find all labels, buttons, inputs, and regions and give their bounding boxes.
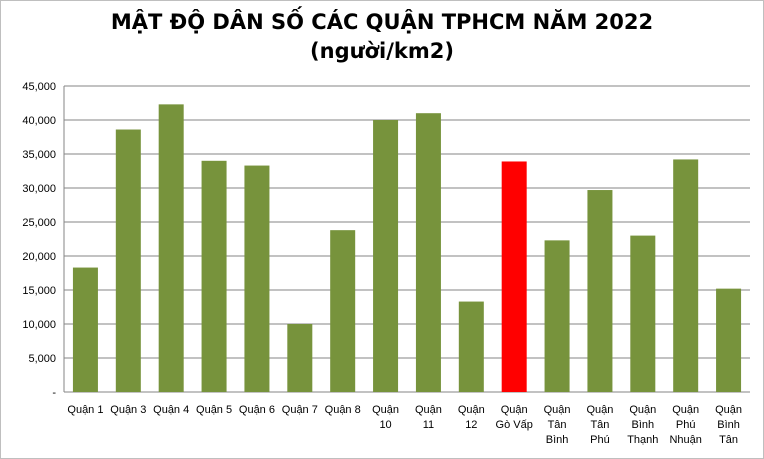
x-tick-label: Quận Gò Vấp	[496, 404, 533, 431]
x-tick-label: Quận 6	[239, 404, 275, 416]
bar	[201, 160, 227, 392]
y-tick-label: 20,000	[22, 251, 56, 263]
chart-subtitle: (người/km2)	[310, 39, 454, 63]
bar	[415, 113, 441, 392]
x-tick-label-line: Phú	[590, 434, 610, 446]
bar	[115, 129, 141, 392]
x-tick-label-line: Quận	[586, 404, 613, 416]
x-tick-label-line: Quận	[501, 404, 528, 416]
x-tick-label-line: 12	[465, 419, 477, 431]
x-tick-label-line: Quận 5	[196, 404, 232, 416]
x-tick-label-line: 10	[379, 419, 391, 431]
y-tick-label: 40,000	[22, 115, 56, 127]
x-tick-label-line: Quận 6	[239, 404, 275, 416]
x-tick-label: Quận 3	[110, 404, 146, 416]
x-tick-label-line: Bình	[546, 434, 569, 446]
x-tick-label-line: Quận	[715, 404, 742, 416]
x-tick-label-line: Nhuận	[669, 434, 701, 446]
x-tick-label: Quận 11	[415, 404, 442, 431]
x-tick-label-line: Quận 1	[67, 404, 103, 416]
x-tick-label: Quận 7	[282, 404, 318, 416]
x-tick-label: Quận Phú Nhuận	[669, 404, 701, 446]
x-tick-label: Quận 12	[458, 404, 485, 431]
x-tick-label: Quận 8	[325, 404, 361, 416]
bar	[501, 161, 527, 392]
x-tick-label: Quận Tân Bình	[544, 404, 571, 446]
y-tick-label: 30,000	[22, 183, 56, 195]
y-tick-label: 35,000	[22, 149, 56, 161]
x-tick-label-line: Quận	[544, 404, 571, 416]
x-tick-label-line: Bình	[631, 419, 654, 431]
x-tick-label-line: Gò Vấp	[496, 419, 533, 431]
y-tick-label: 25,000	[22, 217, 56, 229]
x-tick-label-line: Tân	[719, 434, 738, 446]
bar	[330, 230, 356, 392]
bar	[716, 288, 742, 392]
y-tick-label: 15,000	[22, 285, 56, 297]
bar	[72, 267, 98, 392]
x-tick-label-line: Quận 8	[325, 404, 361, 416]
x-tick-label: Quận Bình Thạnh	[627, 404, 658, 446]
bar	[544, 240, 570, 392]
x-tick-label-line: Quận	[672, 404, 699, 416]
bar	[158, 104, 184, 393]
x-tick-label-line: Quận 3	[110, 404, 146, 416]
y-tick-label: 5,000	[28, 353, 56, 365]
x-tick-label: Quận 10	[372, 404, 399, 431]
x-tick-label-line: Quận	[415, 404, 442, 416]
bar	[673, 159, 699, 392]
x-tick-label-line: Quận	[629, 404, 656, 416]
x-tick-label: Quận 4	[153, 404, 189, 416]
bar	[244, 165, 270, 392]
bar	[287, 324, 313, 392]
y-tick-label: 45,000	[22, 81, 56, 93]
y-tick-label: -	[52, 387, 56, 399]
x-tick-label-line: Phú	[676, 419, 696, 431]
bar	[630, 235, 656, 392]
x-tick-label-line: Thạnh	[627, 434, 658, 446]
x-tick-label-line: Tân	[590, 419, 609, 431]
y-tick-label: 10,000	[22, 319, 56, 331]
bar	[587, 190, 613, 392]
x-tick-label-line: Tân	[548, 419, 567, 431]
x-tick-label-line: Quận	[458, 404, 485, 416]
chart-title-block: MẬT ĐỘ DÂN SỐ CÁC QUẬN TPHCM NĂM 2022 (n…	[0, 8, 764, 66]
bar	[458, 301, 484, 392]
x-tick-label: Quận Bình Tân	[715, 404, 742, 446]
x-tick-label: Quận Tân Phú	[586, 404, 613, 446]
x-tick-label-line: 11	[423, 419, 434, 431]
x-tick-label-line: Quận 4	[153, 404, 189, 416]
chart-title: MẬT ĐỘ DÂN SỐ CÁC QUẬN TPHCM NĂM 2022	[110, 10, 654, 34]
x-tick-label: Quận 5	[196, 404, 232, 416]
x-tick-label-line: Bình	[717, 419, 740, 431]
x-tick-label-line: Quận	[372, 404, 399, 416]
bar	[373, 120, 399, 392]
x-tick-label-line: Quận 7	[282, 404, 318, 416]
x-tick-label: Quận 1	[67, 404, 103, 416]
